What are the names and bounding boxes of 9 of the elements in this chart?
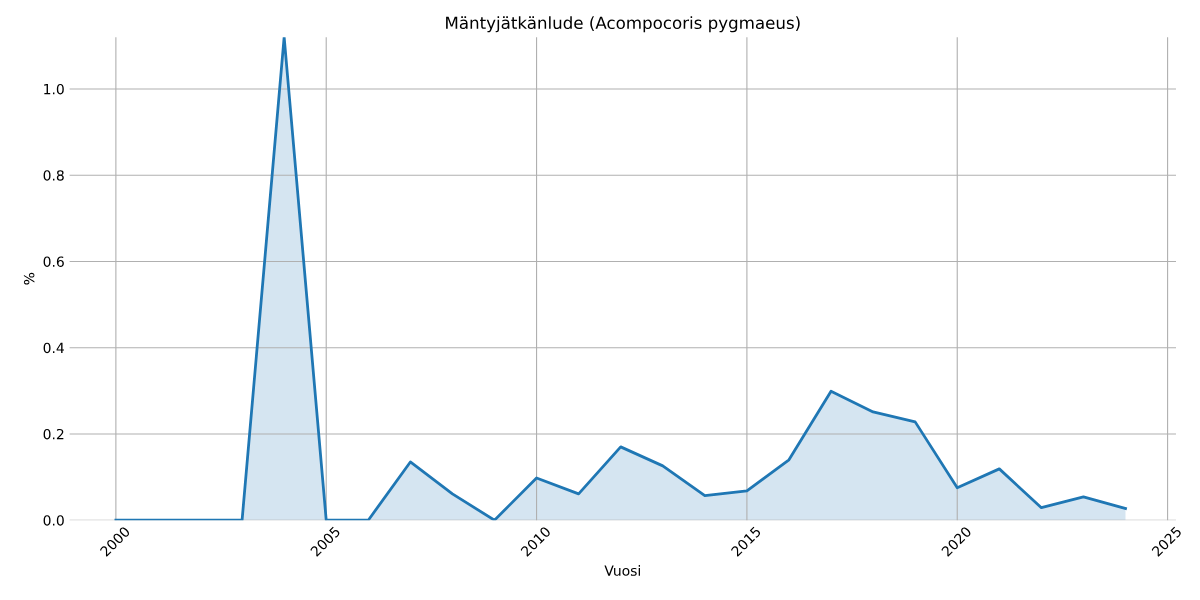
y-tick-label: 0.8 xyxy=(43,170,64,181)
y-tick-label: 1.0 xyxy=(44,83,64,95)
x-axis-title: Vuosi xyxy=(604,565,640,576)
y-tick-label: 0.2 xyxy=(43,428,64,440)
y-tick-label: 0.0 xyxy=(43,515,64,526)
y-tick-label: 0.4 xyxy=(43,342,64,354)
y-axis-title: % xyxy=(23,272,35,285)
y-tick-label: 0.6 xyxy=(43,256,64,267)
chart-title: Mäntyjätkänlude (Acompocoris pygmaeus) xyxy=(446,16,800,33)
